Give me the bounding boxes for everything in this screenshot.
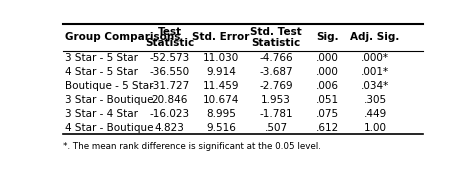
Text: Boutique - 5 Star: Boutique - 5 Star — [65, 81, 153, 90]
Text: -31.727: -31.727 — [149, 81, 190, 90]
Text: 11.030: 11.030 — [203, 53, 239, 63]
Text: 4 Star - Boutique: 4 Star - Boutique — [65, 123, 153, 133]
Text: 10.674: 10.674 — [203, 95, 239, 105]
Text: .000: .000 — [316, 66, 339, 76]
Text: 20.846: 20.846 — [151, 95, 188, 105]
Text: .449: .449 — [364, 108, 387, 118]
Text: -2.769: -2.769 — [259, 81, 293, 90]
Text: .001*: .001* — [361, 66, 389, 76]
Text: *. The mean rank difference is significant at the 0.05 level.: *. The mean rank difference is significa… — [63, 142, 321, 151]
Text: 4 Star - 5 Star: 4 Star - 5 Star — [65, 66, 138, 76]
Text: -52.573: -52.573 — [149, 53, 190, 63]
Text: .075: .075 — [316, 108, 339, 118]
Text: 11.459: 11.459 — [202, 81, 239, 90]
Text: -16.023: -16.023 — [149, 108, 190, 118]
Text: .000*: .000* — [361, 53, 389, 63]
Text: Sig.: Sig. — [316, 32, 339, 42]
Text: Std. Error: Std. Error — [192, 32, 250, 42]
Text: .305: .305 — [364, 95, 387, 105]
Text: 1.00: 1.00 — [364, 123, 387, 133]
Text: .034*: .034* — [361, 81, 389, 90]
Text: 8.995: 8.995 — [206, 108, 236, 118]
Text: -36.550: -36.550 — [149, 66, 190, 76]
Text: -4.766: -4.766 — [259, 53, 293, 63]
Text: 3 Star - 5 Star: 3 Star - 5 Star — [65, 53, 138, 63]
Text: .006: .006 — [316, 81, 339, 90]
Text: 1.953: 1.953 — [261, 95, 291, 105]
Text: Group Comparisons: Group Comparisons — [65, 32, 180, 42]
Text: .051: .051 — [316, 95, 339, 105]
Text: 3 Star - 4 Star: 3 Star - 4 Star — [65, 108, 138, 118]
Text: 4.823: 4.823 — [155, 123, 184, 133]
Text: Test
Statistic: Test Statistic — [145, 27, 194, 48]
Text: Adj. Sig.: Adj. Sig. — [350, 32, 400, 42]
Text: 3 Star - Boutique: 3 Star - Boutique — [65, 95, 153, 105]
Text: .507: .507 — [264, 123, 288, 133]
Text: .000: .000 — [316, 53, 339, 63]
Text: -1.781: -1.781 — [259, 108, 293, 118]
Text: -3.687: -3.687 — [259, 66, 293, 76]
Text: 9.516: 9.516 — [206, 123, 236, 133]
Text: 9.914: 9.914 — [206, 66, 236, 76]
Text: Std. Test
Statistic: Std. Test Statistic — [250, 27, 302, 48]
Text: .612: .612 — [316, 123, 339, 133]
